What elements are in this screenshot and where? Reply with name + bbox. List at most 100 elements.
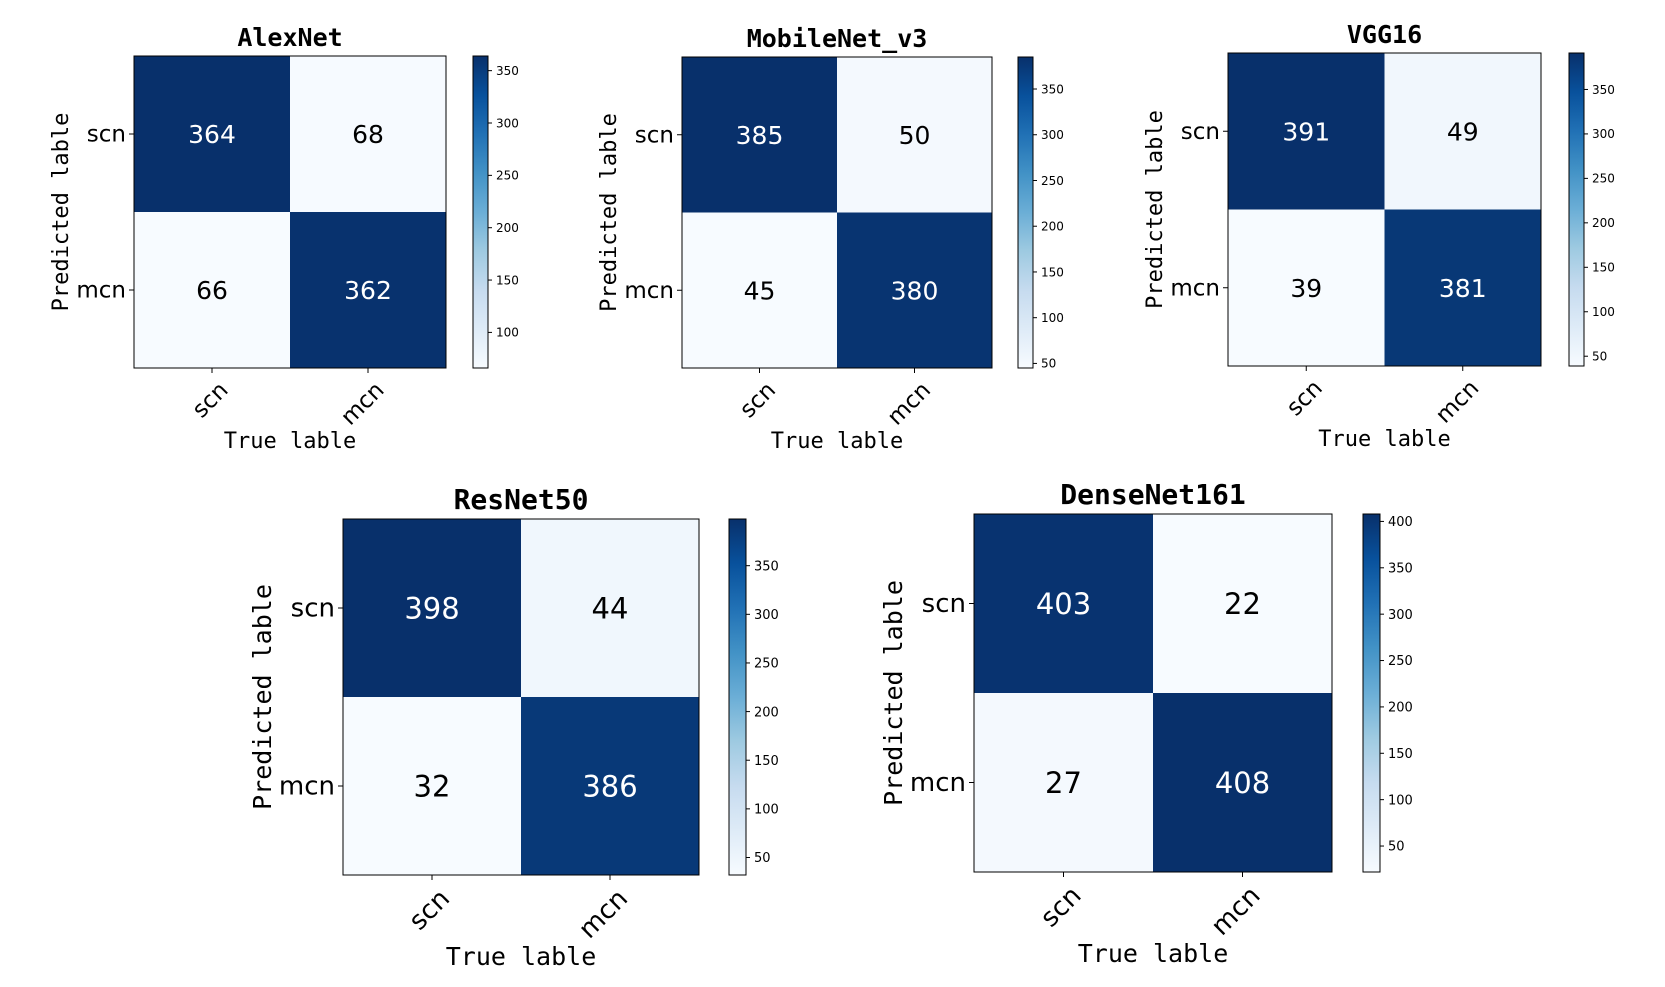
plot-frame <box>973 513 1333 873</box>
colorbar-tick-label: 250 <box>1592 172 1615 186</box>
colorbar-tick-label: 100 <box>1041 311 1064 325</box>
heatmap-cell <box>1153 514 1332 693</box>
chart-title: VGG16 <box>1347 20 1422 49</box>
heatmap-cell <box>134 212 290 368</box>
colorbar-tick-label: 100 <box>754 803 779 818</box>
cell-value-label: 381 <box>1439 274 1487 303</box>
cell-value-label: 391 <box>1282 117 1330 146</box>
x-axis-label: True lable <box>771 429 903 454</box>
x-tick-label: mcn <box>1206 881 1267 942</box>
plot-frame <box>342 518 700 876</box>
heatmap-cell <box>1228 53 1385 210</box>
y-axis-label: Predicted lable <box>597 113 622 312</box>
chart-title: ResNet50 <box>454 483 589 516</box>
heatmap-cell <box>682 57 837 213</box>
cell-value-label: 49 <box>1447 117 1479 146</box>
y-tick-label: scn <box>291 594 335 624</box>
heatmap-cell <box>1153 693 1332 872</box>
y-axis-label: Predicted lable <box>879 580 908 806</box>
colorbar-tick-label: 300 <box>1388 608 1413 623</box>
colorbar-tick-label: 200 <box>1592 216 1615 230</box>
colorbar-tick-label: 50 <box>1592 350 1607 364</box>
cell-value-label: 362 <box>344 276 392 305</box>
cell-value-label: 32 <box>414 769 451 803</box>
colorbar: 50 100 150 200 250 300 350 <box>1568 52 1615 367</box>
colorbar-gradient <box>472 55 489 369</box>
heatmap-cell <box>837 212 992 368</box>
chart-title: MobileNet_v3 <box>747 24 928 53</box>
colorbar-tick-label: 300 <box>1041 128 1064 142</box>
cell-value-label: 27 <box>1045 766 1082 800</box>
colorbar-gradient <box>1017 56 1034 369</box>
colorbar-tick-label: 250 <box>1041 174 1064 188</box>
colorbar-tick-label: 50 <box>1041 357 1056 371</box>
x-tick-label: scn <box>403 884 456 937</box>
heatmap-cell <box>521 519 699 697</box>
cell-value-label: 22 <box>1224 587 1261 621</box>
cell-value-label: 408 <box>1215 766 1270 800</box>
x-tick-label: mcn <box>573 884 634 945</box>
cell-value-label: 403 <box>1036 587 1091 621</box>
x-tick-label: scn <box>1035 881 1088 934</box>
x-axis-label: True lable <box>1318 427 1450 452</box>
colorbar: 100 150 200 250 300 350 <box>472 55 519 369</box>
colorbar-tick-label: 100 <box>1592 305 1615 319</box>
x-tick-label: scn <box>187 377 233 423</box>
heatmap-cell <box>1384 209 1541 366</box>
cell-value-label: 68 <box>352 120 384 149</box>
y-tick-label: mcn <box>279 772 335 802</box>
y-tick-label: mcn <box>910 768 966 798</box>
y-tick-label: scn <box>1181 119 1220 145</box>
colorbar-tick-label: 150 <box>754 754 779 769</box>
heatmap-cell <box>290 212 446 368</box>
colorbar-gradient <box>1362 513 1381 873</box>
colorbar-tick-label: 350 <box>754 559 779 574</box>
x-tick-label: scn <box>735 377 781 423</box>
colorbar-tick-label: 100 <box>1388 793 1413 808</box>
plot-frame <box>681 56 993 369</box>
y-axis-label: Predicted lable <box>49 113 74 312</box>
colorbar-tick-label: 150 <box>1388 747 1413 762</box>
x-tick-label: mcn <box>1431 375 1484 428</box>
colorbar-tick-label: 200 <box>1041 220 1064 234</box>
colorbar-tick-label: 150 <box>1041 265 1064 279</box>
cell-value-label: 66 <box>196 276 228 305</box>
chart-title: AlexNet <box>237 23 342 52</box>
y-tick-label: scn <box>922 589 966 619</box>
x-tick-label: mcn <box>336 377 389 430</box>
colorbar-tick-label: 300 <box>496 116 519 130</box>
heatmap-cell <box>974 693 1153 872</box>
cell-value-label: 50 <box>899 121 931 150</box>
x-tick-label: mcn <box>883 377 936 430</box>
colorbar-tick-label: 350 <box>1041 82 1064 96</box>
colorbar-tick-label: 200 <box>754 705 779 720</box>
y-tick-label: scn <box>635 122 674 148</box>
heatmap-cell <box>974 514 1153 693</box>
y-tick-label: mcn <box>76 278 126 304</box>
colorbar-tick-label: 300 <box>754 608 779 623</box>
cell-value-label: 39 <box>1290 274 1322 303</box>
cell-value-label: 385 <box>736 121 784 150</box>
colorbar-tick-label: 250 <box>1388 654 1413 669</box>
colorbar: 50 100 150 200 250 300 350 <box>1017 56 1064 371</box>
y-tick-label: mcn <box>1170 275 1220 301</box>
heatmap-cell <box>1228 209 1385 366</box>
colorbar-tick-label: 50 <box>754 851 771 866</box>
colorbar-tick-label: 350 <box>496 64 519 78</box>
cell-value-label: 44 <box>592 591 629 625</box>
colorbar-tick-label: 300 <box>1592 127 1615 141</box>
heatmap-cell <box>1384 53 1541 210</box>
heatmap-cell <box>837 57 992 213</box>
colorbar: 50 100 150 200 250 300 350 <box>728 518 779 876</box>
colorbar-tick-label: 400 <box>1388 515 1413 530</box>
cell-value-label: 398 <box>404 591 459 625</box>
x-tick-label: scn <box>1282 375 1328 421</box>
colorbar-tick-label: 250 <box>496 169 519 183</box>
heatmap-cell <box>343 519 521 697</box>
cell-value-label: 380 <box>891 276 939 305</box>
